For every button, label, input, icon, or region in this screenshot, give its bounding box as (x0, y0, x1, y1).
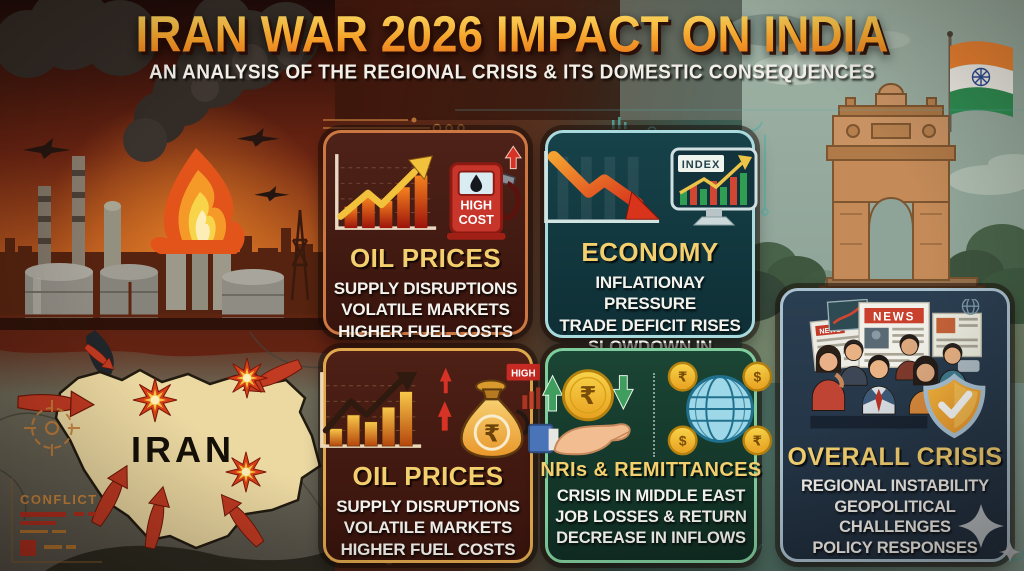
page-title: IRAN WAR 2026 IMPACT ON INDIA (0, 7, 1024, 60)
card-title: ECONOMY (581, 237, 719, 267)
card-line: JOB LOSSES & RETURN (555, 507, 747, 526)
pylon-tower (290, 209, 310, 301)
fighter-jets (23, 128, 290, 202)
high-badge: HIGH (511, 369, 536, 380)
header: IRAN WAR 2026 IMPACT ON INDIA AN ANALYSI… (0, 7, 1024, 85)
fire-flames (150, 148, 245, 254)
card-body: CRISIS IN MIDDLE EAST JOB LOSSES & RETUR… (555, 486, 747, 548)
card-line: VOLATILE MARKETS (343, 518, 513, 538)
card-body: REGIONAL INSTABILITY GEOPOLITICAL CHALLE… (783, 476, 1007, 559)
rupee-symbol: ₹ (484, 419, 500, 447)
rising-bar-chart-icon (320, 372, 422, 448)
fuel-pump-icon: HIGH COST (446, 145, 522, 240)
card-title: OIL PRICES (350, 243, 501, 273)
card-title: OIL PRICES (352, 461, 504, 491)
person (862, 354, 896, 415)
rupee-symbol: ₹ (678, 370, 688, 386)
card-overall-crisis: NEWS NEWS (780, 288, 1010, 562)
shield-check-icon (923, 373, 986, 439)
card-nris-remittances: ₹ ₹ $ $ ₹ (527, 348, 773, 563)
up-arrow-icon (541, 374, 564, 412)
rising-bar-chart-icon (334, 154, 436, 230)
sparkle-diamond-icon (958, 504, 1021, 562)
card-line: REGIONAL INSTABILITY (801, 476, 989, 495)
iran-map-label: IRAN (131, 429, 235, 470)
attack-arrows (17, 343, 303, 550)
person-woman (811, 344, 846, 411)
card-line: TRADE DEFICIT RISES (559, 315, 741, 335)
card-oil-prices-bottom: HIGH ₹ OIL PRICES SUPPLY DISRUPTIONS VOL… (320, 348, 542, 563)
pump-badge-line2: COST (458, 213, 493, 227)
index-monitor-icon: INDEX (670, 147, 758, 226)
person (839, 339, 868, 386)
conflict-legend-label: CONFLICT (20, 492, 98, 507)
clouds (752, 31, 1024, 195)
card-line: HIGHER FUEL COSTS (338, 321, 513, 341)
pump-badge-line1: HIGH (460, 199, 492, 213)
dollar-symbol: $ (679, 433, 687, 448)
globe-deco-icon (961, 299, 980, 315)
card-line: CRISIS IN MIDDLE EAST (556, 487, 746, 505)
conflict-legend: CONFLICT (11, 478, 102, 563)
currency-coins: ₹ $ $ ₹ (667, 361, 773, 456)
news-badge: NEWS (873, 311, 915, 324)
card-line: POLICY RESPONSES (812, 539, 978, 558)
icon-divider (653, 373, 655, 457)
card-body: SUPPLY DISRUPTIONS VOLATILE MARKETS HIGH… (336, 496, 520, 560)
explosion-bursts (132, 357, 268, 493)
rupee-symbol: ₹ (579, 381, 596, 410)
rupee-symbol: ₹ (753, 433, 763, 449)
card-oil-prices-top: HIGH COST OIL PRICES SUPPLY DISRUPTIONS … (323, 130, 528, 341)
crisis-crowd-illustration: NEWS NEWS (809, 299, 986, 439)
card-line: SUPPLY DISRUPTIONS (336, 497, 520, 516)
persian-gulf (45, 545, 335, 571)
card-icons: INDEX (540, 143, 760, 235)
card-title: NRIs & REMITTANCES (540, 459, 762, 481)
globe-with-currency-coins-icon: ₹ $ $ ₹ (667, 361, 773, 456)
card-icons: HIGH ₹ (314, 361, 542, 459)
speech-bubble-icon (957, 360, 980, 372)
iran-map-illustration: IRAN CONFLICT (0, 330, 336, 571)
card-line: HIGHER FUEL COSTS (340, 539, 516, 559)
card-body: SUPPLY DISRUPTIONS VOLATILE MARKETS HIGH… (333, 278, 518, 342)
page-subtitle: AN ANALYSIS OF THE REGIONAL CRISIS & ITS… (148, 61, 876, 85)
card-line: DECREASE IN INFLOWS (556, 528, 746, 547)
ashoka-chakra-icon (971, 67, 991, 87)
price-up-arrow-icon (504, 145, 522, 170)
storage-tanks (25, 263, 284, 318)
war-refinery-illustration (0, 0, 340, 395)
crosshair-icon (24, 400, 80, 456)
oil-drop-icon (469, 174, 482, 192)
card-icons: ₹ ₹ $ $ ₹ (527, 361, 775, 457)
card-line: SUPPLY DISRUPTIONS (333, 279, 518, 298)
india-flag (947, 31, 1013, 132)
index-badge: INDEX (682, 159, 721, 171)
card-icons: HIGH COST (329, 143, 523, 241)
card-line: GEOPOLITICAL CHALLENGES (834, 497, 956, 537)
card-title: OVERALL CRISIS (787, 442, 1003, 471)
card-line: INFLATIONAY PRESSURE (595, 273, 705, 314)
card-line: VOLATILE MARKETS (341, 300, 510, 320)
up-arrow-icon (439, 367, 452, 394)
up-arrow-icon (437, 401, 452, 431)
falling-arrow-chart-icon (544, 150, 661, 223)
dollar-symbol: $ (753, 370, 761, 385)
card-economy: INDEX ECONOMY INFLATIONAY PRESSURE TRADE… (544, 130, 758, 378)
rupee-money-bag-icon: HIGH ₹ (437, 363, 542, 459)
down-arrow-icon (612, 375, 634, 411)
map-borders (0, 331, 336, 533)
hand-with-rupee-coin-icon: ₹ (527, 369, 634, 456)
